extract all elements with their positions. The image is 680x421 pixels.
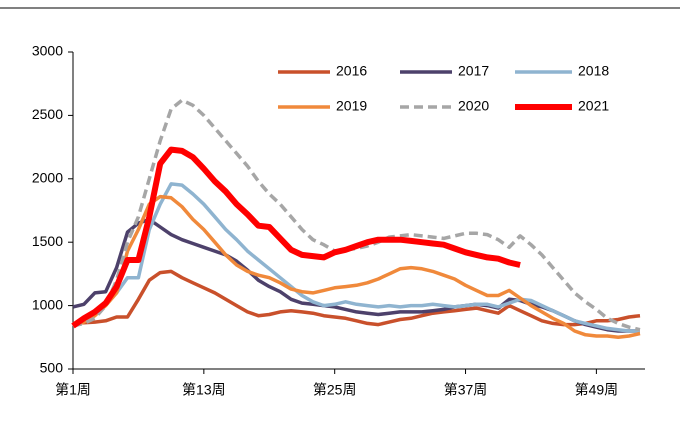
y-tick-label: 2000	[32, 170, 63, 186]
y-tick-label: 1500	[32, 233, 63, 249]
y-tick-label: 2500	[32, 106, 63, 122]
x-tick-label: 第13周	[182, 382, 226, 398]
x-tick-label: 第37周	[444, 382, 488, 398]
legend-label: 2017	[458, 63, 489, 79]
series-line	[71, 146, 521, 329]
series-line	[72, 194, 641, 340]
legend-label: 2020	[458, 98, 489, 114]
y-tick-label: 500	[40, 360, 64, 376]
legend-label: 2016	[336, 63, 367, 79]
x-tick-label: 第1周	[55, 382, 91, 398]
x-tick-label: 第49周	[575, 382, 619, 398]
legend-label: 2019	[336, 98, 367, 114]
legend-label: 2021	[578, 98, 609, 114]
y-tick-label: 1000	[32, 296, 63, 312]
legend-label: 2018	[578, 63, 609, 79]
x-tick-label: 第25周	[313, 382, 357, 398]
y-tick-label: 3000	[32, 43, 63, 59]
series-line	[72, 182, 640, 333]
series-line	[72, 269, 641, 327]
series-line	[72, 98, 641, 332]
